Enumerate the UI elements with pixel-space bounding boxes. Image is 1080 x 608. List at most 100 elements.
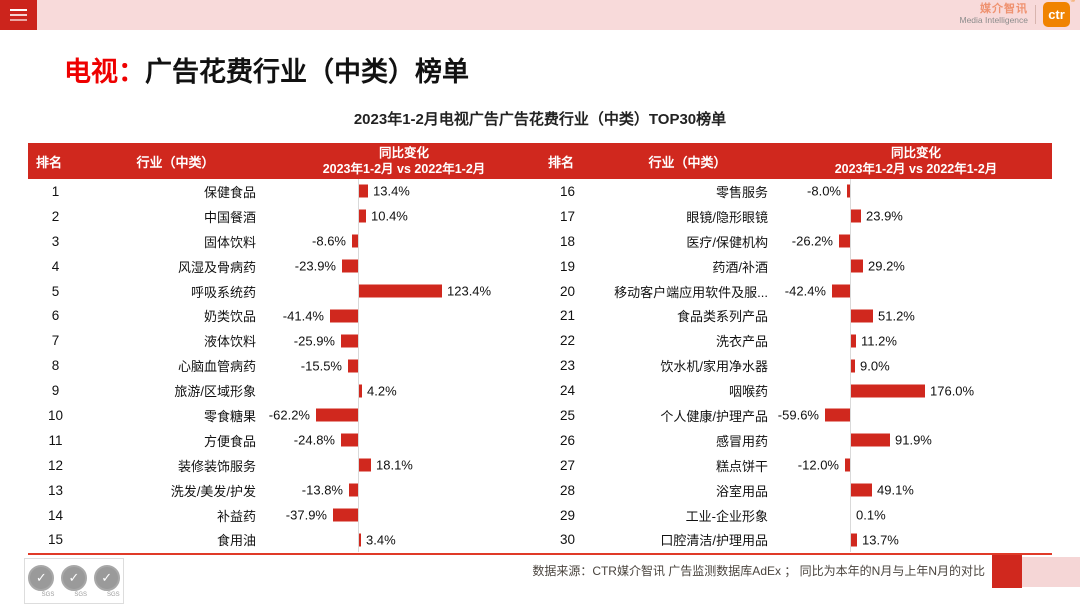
rank-cell: 21	[559, 308, 576, 324]
industry-cell: 风湿及骨病药	[177, 259, 256, 275]
table-row: 7 液体饮料 -25.9%	[28, 328, 540, 354]
rank-cell: 2	[51, 208, 60, 224]
industry-cell: 食品类系列产品	[676, 309, 768, 325]
sgs-check-icon: ✓	[60, 564, 87, 591]
bar	[851, 533, 857, 547]
bar	[851, 483, 872, 497]
rank-cell: 26	[559, 432, 576, 448]
bar	[330, 309, 358, 323]
bar	[342, 259, 358, 273]
table-row: 20 移动客户端应用软件及服... -42.4%	[540, 278, 1052, 304]
bar	[333, 508, 358, 522]
industry-cell: 方便食品	[203, 433, 256, 449]
rank-cell: 17	[559, 208, 576, 224]
industry-cell: 移动客户端应用软件及服...	[614, 284, 768, 300]
rank-cell: 11	[48, 432, 63, 448]
table-row: 11 方便食品 -24.8%	[28, 427, 540, 453]
bar-cell: 13.4%	[268, 179, 540, 204]
table-row: 14 补益药 -37.9%	[28, 502, 540, 528]
registered-mark: ®	[1070, 0, 1075, 4]
bar-cell: 123.4%	[268, 278, 540, 304]
table-row: 23 饮水机/家用净水器 9.0%	[540, 353, 1052, 379]
industry-cell: 装修装饰服务	[177, 458, 256, 474]
value-label: -12.0%	[797, 457, 839, 473]
value-label: 91.9%	[895, 432, 932, 448]
table-row: 27 糕点饼干 -12.0%	[540, 452, 1052, 478]
value-label: -23.9%	[294, 258, 336, 274]
bar-cell: 11.2%	[780, 328, 1052, 354]
table-row: 4 风湿及骨病药 -23.9%	[28, 253, 540, 279]
axis-line	[850, 452, 851, 478]
bar-cell: 49.1%	[780, 477, 1052, 503]
axis-line	[850, 278, 851, 304]
value-label: -62.2%	[268, 407, 310, 423]
axis-line	[358, 403, 359, 428]
bar-cell: 9.0%	[780, 353, 1052, 379]
axis-line	[850, 477, 851, 503]
axis-line	[358, 427, 359, 453]
sgs-label: SGS	[106, 591, 120, 598]
bar-cell: -15.5%	[268, 353, 540, 379]
footer-pink-accent	[1022, 557, 1080, 587]
bar-cell: -62.2%	[268, 403, 540, 428]
axis-line	[358, 328, 359, 354]
industry-cell: 补益药	[216, 508, 256, 524]
bar-cell: 3.4%	[268, 527, 540, 553]
table-row: 1 保健食品 13.4%	[28, 179, 540, 204]
bar	[851, 309, 873, 323]
axis-line	[850, 328, 851, 354]
table-row: 24 咽喉药 176.0%	[540, 378, 1052, 404]
bar-cell: 29.2%	[780, 253, 1052, 279]
bar-cell: 13.7%	[780, 527, 1052, 553]
footer-red-accent	[992, 555, 1022, 588]
table-row: 5 呼吸系统药 123.4%	[28, 278, 540, 304]
sgs-logo: ✓ SGS	[93, 564, 120, 598]
change-column-header: 同比变化 2023年1-2月 vs 2022年1-2月	[780, 143, 1052, 179]
table-row: 19 药酒/补酒 29.2%	[540, 253, 1052, 279]
sgs-check-icon: ✓	[28, 564, 55, 591]
axis-line	[850, 403, 851, 428]
value-label: -59.6%	[777, 407, 819, 423]
bar-cell: 91.9%	[780, 427, 1052, 453]
rank-cell: 8	[51, 358, 60, 374]
rank-cell: 27	[559, 457, 576, 473]
rank-cell: 12	[47, 457, 64, 473]
bar	[851, 334, 856, 348]
axis-line	[358, 179, 359, 204]
table-bottom-border	[28, 553, 1052, 555]
change-header-line2: 2023年1-2月 vs 2022年1-2月	[322, 162, 486, 176]
rank-cell: 9	[51, 383, 60, 399]
value-label: 3.4%	[366, 532, 396, 548]
industry-cell: 零食糖果	[203, 408, 256, 424]
bar	[359, 458, 371, 472]
industry-cell: 眼镜/隐形眼镜	[686, 209, 768, 225]
industry-cell: 液体饮料	[203, 334, 256, 350]
axis-line	[850, 427, 851, 453]
rank-cell: 5	[51, 283, 60, 299]
sgs-logo: ✓ SGS	[28, 564, 55, 598]
value-label: -37.9%	[285, 507, 327, 523]
rank-cell: 22	[559, 333, 576, 349]
industry-cell: 洗衣产品	[715, 334, 768, 350]
axis-line	[850, 353, 851, 379]
bar-cell: -23.9%	[268, 253, 540, 279]
bar-cell: 10.4%	[268, 203, 540, 229]
rank-cell: 25	[559, 407, 576, 423]
brand-name-en: Media Intelligence	[959, 14, 1028, 25]
table-row: 25 个人健康/护理产品 -59.6%	[540, 403, 1052, 428]
bar	[341, 433, 358, 447]
bar	[825, 408, 850, 422]
bar-cell: -42.4%	[780, 278, 1052, 304]
table-row: 15 食用油 3.4%	[28, 527, 540, 553]
rank-cell: 10	[47, 407, 64, 423]
axis-line	[358, 228, 359, 254]
bar-cell: 51.2%	[780, 303, 1052, 329]
hamburger-menu-icon[interactable]	[0, 0, 37, 30]
value-label: -26.2%	[791, 233, 833, 249]
rank-column-header: 排名	[36, 154, 63, 170]
bar	[316, 408, 358, 422]
industry-cell: 药酒/补酒	[712, 259, 768, 275]
rank-cell: 7	[51, 333, 60, 349]
value-label: 0.1%	[856, 507, 886, 523]
table-row: 28 浴室用品 49.1%	[540, 477, 1052, 503]
